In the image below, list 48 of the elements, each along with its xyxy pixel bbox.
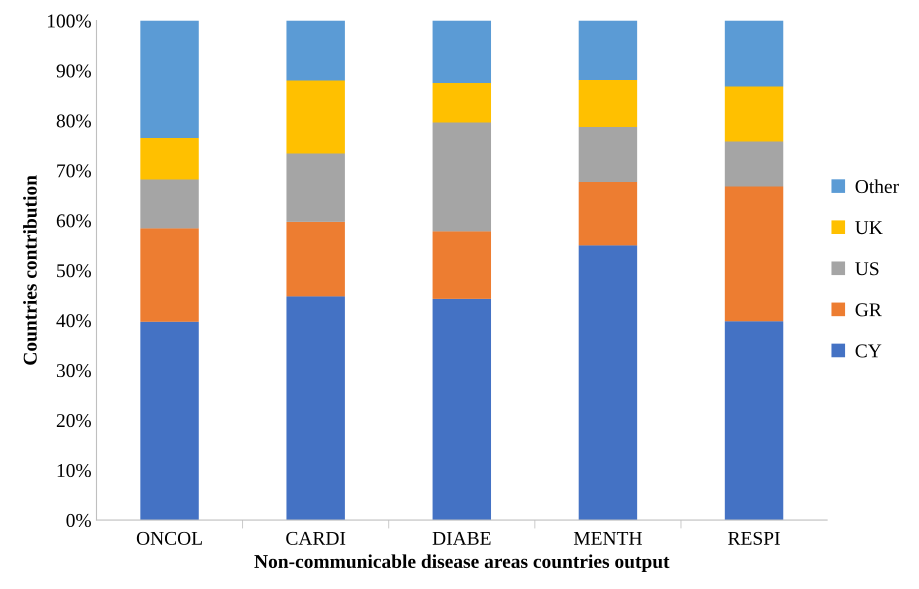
bar bbox=[578, 182, 638, 246]
bar bbox=[140, 322, 199, 520]
bar bbox=[286, 20, 345, 81]
bar bbox=[724, 86, 784, 142]
x-tick-label: CARDI bbox=[286, 532, 346, 545]
x-tick-label: ONCOL bbox=[136, 532, 202, 545]
y-tick-label: 90% bbox=[56, 64, 91, 78]
bar bbox=[140, 20, 199, 138]
y-axis-title: Countries contribution bbox=[23, 175, 37, 365]
legend-label: CY bbox=[856, 344, 882, 358]
bar bbox=[578, 127, 638, 182]
y-tick-label: 10% bbox=[58, 464, 91, 478]
x-axis-title: Non-communicable disease areas countries output bbox=[254, 554, 670, 572]
bar bbox=[140, 228, 199, 322]
legend-label: GR bbox=[856, 303, 882, 316]
y-tick-label: 0% bbox=[66, 514, 91, 528]
x-tick-label: DIABE bbox=[432, 532, 491, 545]
x-tick-label: MENTH bbox=[574, 532, 642, 545]
y-tick-label: 40% bbox=[56, 314, 91, 328]
y-tick-label: 60% bbox=[56, 214, 91, 228]
bar bbox=[286, 222, 345, 296]
bar bbox=[578, 245, 638, 520]
y-tick-label: 80% bbox=[56, 114, 91, 128]
bar bbox=[286, 80, 345, 154]
bar bbox=[578, 80, 638, 128]
legend-label: Other bbox=[856, 179, 899, 194]
bar bbox=[724, 141, 784, 186]
bar bbox=[286, 153, 345, 222]
bar bbox=[432, 83, 492, 123]
x-tick-label: RESPI bbox=[728, 532, 780, 545]
bar bbox=[140, 138, 199, 180]
bar bbox=[286, 296, 345, 520]
y-tick-label: 30% bbox=[56, 364, 91, 378]
bar bbox=[578, 20, 638, 80]
bar bbox=[432, 231, 492, 299]
bar bbox=[724, 321, 784, 520]
bar bbox=[724, 20, 784, 87]
bar bbox=[432, 122, 492, 232]
y-tick-label: 70% bbox=[57, 164, 91, 178]
y-tick-label: 50% bbox=[57, 264, 91, 278]
y-tick-label: 100% bbox=[48, 14, 91, 28]
bar bbox=[432, 298, 492, 520]
bar bbox=[140, 179, 199, 228]
legend-label: US bbox=[855, 262, 878, 276]
legend-label: UK bbox=[855, 221, 883, 234]
bar bbox=[432, 20, 492, 84]
y-tick-label: 20% bbox=[56, 414, 91, 428]
bar bbox=[724, 186, 784, 322]
